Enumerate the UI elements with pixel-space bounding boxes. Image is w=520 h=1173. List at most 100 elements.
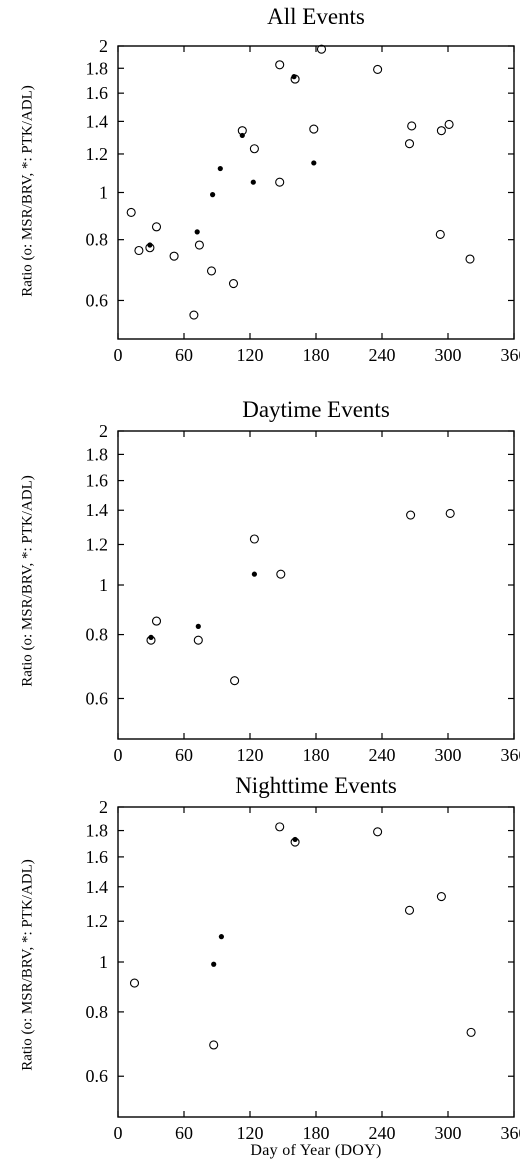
data-point-msr-brv: [193, 635, 203, 645]
x-tick-label: 180: [303, 1123, 330, 1143]
x-tick-label: 180: [303, 345, 330, 365]
y-tick-label: 0.6: [86, 688, 109, 708]
data-point-msr-brv: [436, 126, 446, 136]
x-tick-label: 180: [303, 745, 330, 765]
y-tick-label: 1.6: [86, 471, 109, 491]
chart-title: All Events: [267, 4, 365, 29]
y-tick-label: 1.4: [86, 111, 109, 131]
y-tick-label: 2: [99, 421, 108, 441]
data-point-msr-brv: [151, 222, 162, 232]
data-point-msr-brv: [206, 266, 217, 276]
data-point-msr-brv: [406, 510, 416, 520]
data-point-ptk-adl: [210, 192, 216, 198]
x-tick-label: 300: [435, 345, 462, 365]
data-point-msr-brv: [407, 121, 417, 131]
data-point-ptk-adl: [251, 571, 257, 577]
y-tick-label: 0.8: [86, 625, 109, 645]
x-tick-label: 0: [114, 345, 123, 365]
data-point-msr-brv: [404, 139, 415, 149]
y-tick-label: 1.8: [86, 444, 109, 464]
x-tick-label: 120: [237, 345, 264, 365]
data-point-ptk-adl: [211, 961, 217, 967]
data-point-ptk-adl: [292, 836, 298, 843]
y-tick-label: 1.2: [86, 911, 109, 931]
y-tick-label: 0.6: [86, 1066, 109, 1086]
data-point-msr-brv: [435, 229, 445, 239]
x-axis-label: Day of Year (DOY): [250, 1142, 382, 1159]
y-tick-label: 1.4: [86, 877, 109, 897]
data-point-msr-brv: [129, 978, 140, 988]
chart-panel-daytime: Daytime Events Ratio (o: MSR/BRV, *: PTK…: [20, 397, 520, 765]
y-tick-label: 0.6: [86, 290, 109, 310]
y-tick-label: 1: [99, 183, 108, 203]
data-point-ptk-adl: [194, 229, 200, 235]
data-point-msr-brv: [373, 64, 383, 74]
data-point-ptk-adl: [311, 160, 317, 166]
data-point-msr-brv: [169, 251, 179, 261]
data-point-ptk-adl: [218, 934, 224, 940]
data-point-msr-brv: [249, 534, 259, 544]
data-point-msr-brv: [275, 822, 285, 832]
plot-frame: [117, 806, 515, 1118]
data-point-msr-brv: [189, 310, 199, 320]
data-point-msr-brv: [373, 827, 383, 837]
x-tick-label: 300: [435, 745, 462, 765]
y-tick-label: 0.8: [86, 1002, 109, 1022]
data-point-ptk-adl: [195, 623, 201, 629]
y-tick-label: 1: [99, 575, 108, 595]
chart-plot: 0 60 120 180 240 300 360 0.6 0.8 1 1.2 1.4 1.6 1.82: [86, 36, 520, 365]
data-point-msr-brv: [465, 254, 475, 264]
x-tick-label: 60: [175, 745, 193, 765]
data-point-ptk-adl: [250, 179, 256, 185]
data-point-msr-brv: [126, 207, 136, 217]
x-tick-label: 0: [114, 745, 123, 765]
data-point-msr-brv: [309, 124, 319, 134]
data-point-msr-brv: [445, 508, 455, 518]
y-tick-label: 1.6: [86, 847, 109, 867]
y-tick-label: 1.2: [86, 144, 109, 164]
x-tick-label: 240: [369, 745, 396, 765]
x-tick-label: 0: [114, 1123, 123, 1143]
x-tick-label: 120: [237, 745, 264, 765]
y-tick-label: 1.2: [86, 534, 109, 554]
x-tick-label: 120: [237, 1123, 264, 1143]
data-point-msr-brv: [230, 676, 240, 686]
x-tick-label: 360: [501, 1123, 520, 1143]
data-point-msr-brv: [275, 177, 285, 187]
data-point-msr-brv: [466, 1027, 476, 1037]
data-point-msr-brv: [249, 144, 259, 154]
x-tick-label: 240: [369, 1123, 396, 1143]
y-tick-label: 1.6: [86, 83, 109, 103]
data-point-ptk-adl: [148, 634, 154, 640]
y-tick-label: 0.8: [86, 230, 109, 250]
y-tick-label: 1.4: [86, 500, 109, 520]
x-tick-label: 240: [369, 345, 396, 365]
chart-title: Daytime Events: [242, 397, 390, 422]
data-point-ptk-adl: [217, 165, 223, 172]
y-tick-label: 2: [99, 36, 108, 56]
data-point-msr-brv: [444, 119, 454, 129]
data-point-msr-brv: [316, 44, 327, 54]
data-point-ptk-adl: [239, 132, 245, 139]
chart-plot: 0 60 120 180 240 300 360 0.6 0.8 1 1.2 1.4 1.6 1.8 2: [86, 421, 520, 765]
data-point-msr-brv: [194, 240, 204, 250]
data-point-msr-brv: [209, 1040, 219, 1050]
data-point-msr-brv: [276, 569, 286, 579]
chart-title: Nighttime Events: [235, 773, 397, 798]
y-tick-label: 1: [99, 952, 108, 972]
data-point-msr-brv: [436, 892, 446, 902]
x-tick-label: 360: [501, 745, 520, 765]
y-tick-label: 1.8: [86, 821, 109, 841]
data-point-ptk-adl: [147, 242, 153, 248]
data-point-msr-brv: [275, 60, 285, 70]
x-tick-label: 60: [175, 345, 193, 365]
data-point-ptk-adl: [291, 74, 297, 80]
x-tick-label: 360: [501, 345, 520, 365]
data-point-msr-brv: [404, 905, 415, 915]
x-tick-label: 60: [175, 1123, 193, 1143]
y-tick-label: 2: [99, 797, 108, 817]
y-tick-label: 1.8: [86, 58, 109, 78]
x-tick-label: 300: [435, 1123, 462, 1143]
data-point-msr-brv: [151, 616, 162, 626]
